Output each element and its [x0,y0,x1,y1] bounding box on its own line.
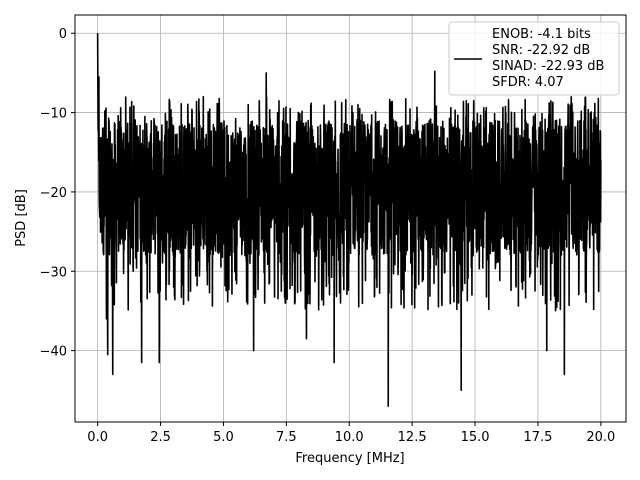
y-axis-ticks: 0 −10 −20 −30 −40 [40,27,75,360]
x-tick-label: 17.5 [523,430,552,445]
x-tick-label: 2.5 [150,430,171,445]
legend: ENOB: -4.1 bits SNR: -22.92 dB SINAD: -2… [448,21,620,96]
legend-entry-enob: ENOB: -4.1 bits [492,27,591,42]
psd-series-line [96,33,602,407]
plot-frame [74,14,627,423]
y-tick-label: −10 [40,107,67,122]
x-axis-ticks: 0.0 2.5 5.0 7.5 10.0 12.5 15.0 17.5 20.0 [87,422,615,445]
x-tick-label: 15.0 [461,430,490,445]
x-tick-label: 12.5 [398,430,427,445]
legend-entry-snr: SNR: -22.92 dB [492,43,590,58]
x-tick-label: 20.0 [586,430,615,445]
legend-entry-sfdr: SFDR: 4.07 [492,75,564,90]
x-tick-label: 5.0 [213,430,234,445]
plot-area [96,33,602,407]
y-tick-label: 0 [59,27,67,42]
y-tick-label: −20 [40,186,67,201]
legend-entry-sinad: SINAD: -22.93 dB [492,59,604,74]
y-tick-label: −30 [40,265,67,280]
x-tick-label: 7.5 [276,430,297,445]
y-tick-label: −40 [40,345,67,360]
x-axis-label: Frequency [MHz] [295,451,404,466]
legend-box [448,21,620,96]
x-tick-label: 10.0 [335,430,364,445]
x-tick-label: 0.0 [87,430,108,445]
y-axis-label: PSD [dB] [14,189,29,247]
